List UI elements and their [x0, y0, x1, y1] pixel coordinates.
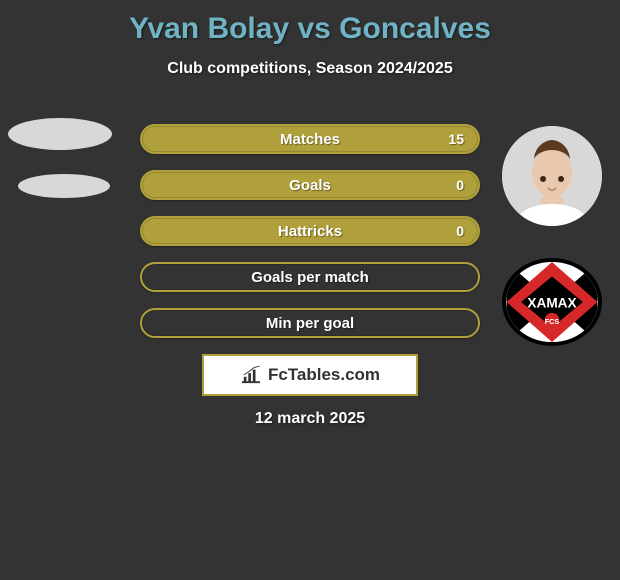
stat-bar: Goals 0	[140, 170, 480, 200]
brand-box: FcTables.com	[202, 354, 418, 396]
stat-bar: Goals per match	[140, 262, 480, 292]
stat-bar: Hattricks 0	[140, 216, 480, 246]
avatar-placeholder-shape	[18, 174, 110, 198]
player-left-avatar	[8, 118, 112, 198]
stat-label: Goals per match	[251, 269, 369, 286]
svg-text:XAMAX: XAMAX	[527, 295, 576, 310]
chart-icon	[240, 366, 262, 384]
subtitle: Club competitions, Season 2024/2025	[0, 60, 620, 78]
avatar-placeholder-shape	[8, 118, 112, 150]
stat-value-right: 0	[456, 177, 464, 193]
stat-label: Hattricks	[278, 223, 342, 240]
player-right-avatar	[502, 126, 602, 226]
stat-label: Matches	[280, 131, 340, 148]
club-right-badge: XAMAX FCS	[502, 258, 602, 346]
stat-label: Min per goal	[266, 315, 354, 332]
svg-text:FCS: FCS	[545, 317, 560, 326]
stat-bar: Matches 15	[140, 124, 480, 154]
stat-bar: Min per goal	[140, 308, 480, 338]
stat-value-right: 0	[456, 223, 464, 239]
page-title: Yvan Bolay vs Goncalves	[0, 0, 620, 46]
date: 12 march 2025	[0, 410, 620, 428]
stats-panel: Matches 15 Goals 0 Hattricks 0 Goals per match…	[140, 124, 480, 354]
brand-text: FcTables.com	[268, 365, 380, 385]
stat-label: Goals	[289, 177, 331, 194]
stat-value-right: 15	[448, 131, 464, 147]
